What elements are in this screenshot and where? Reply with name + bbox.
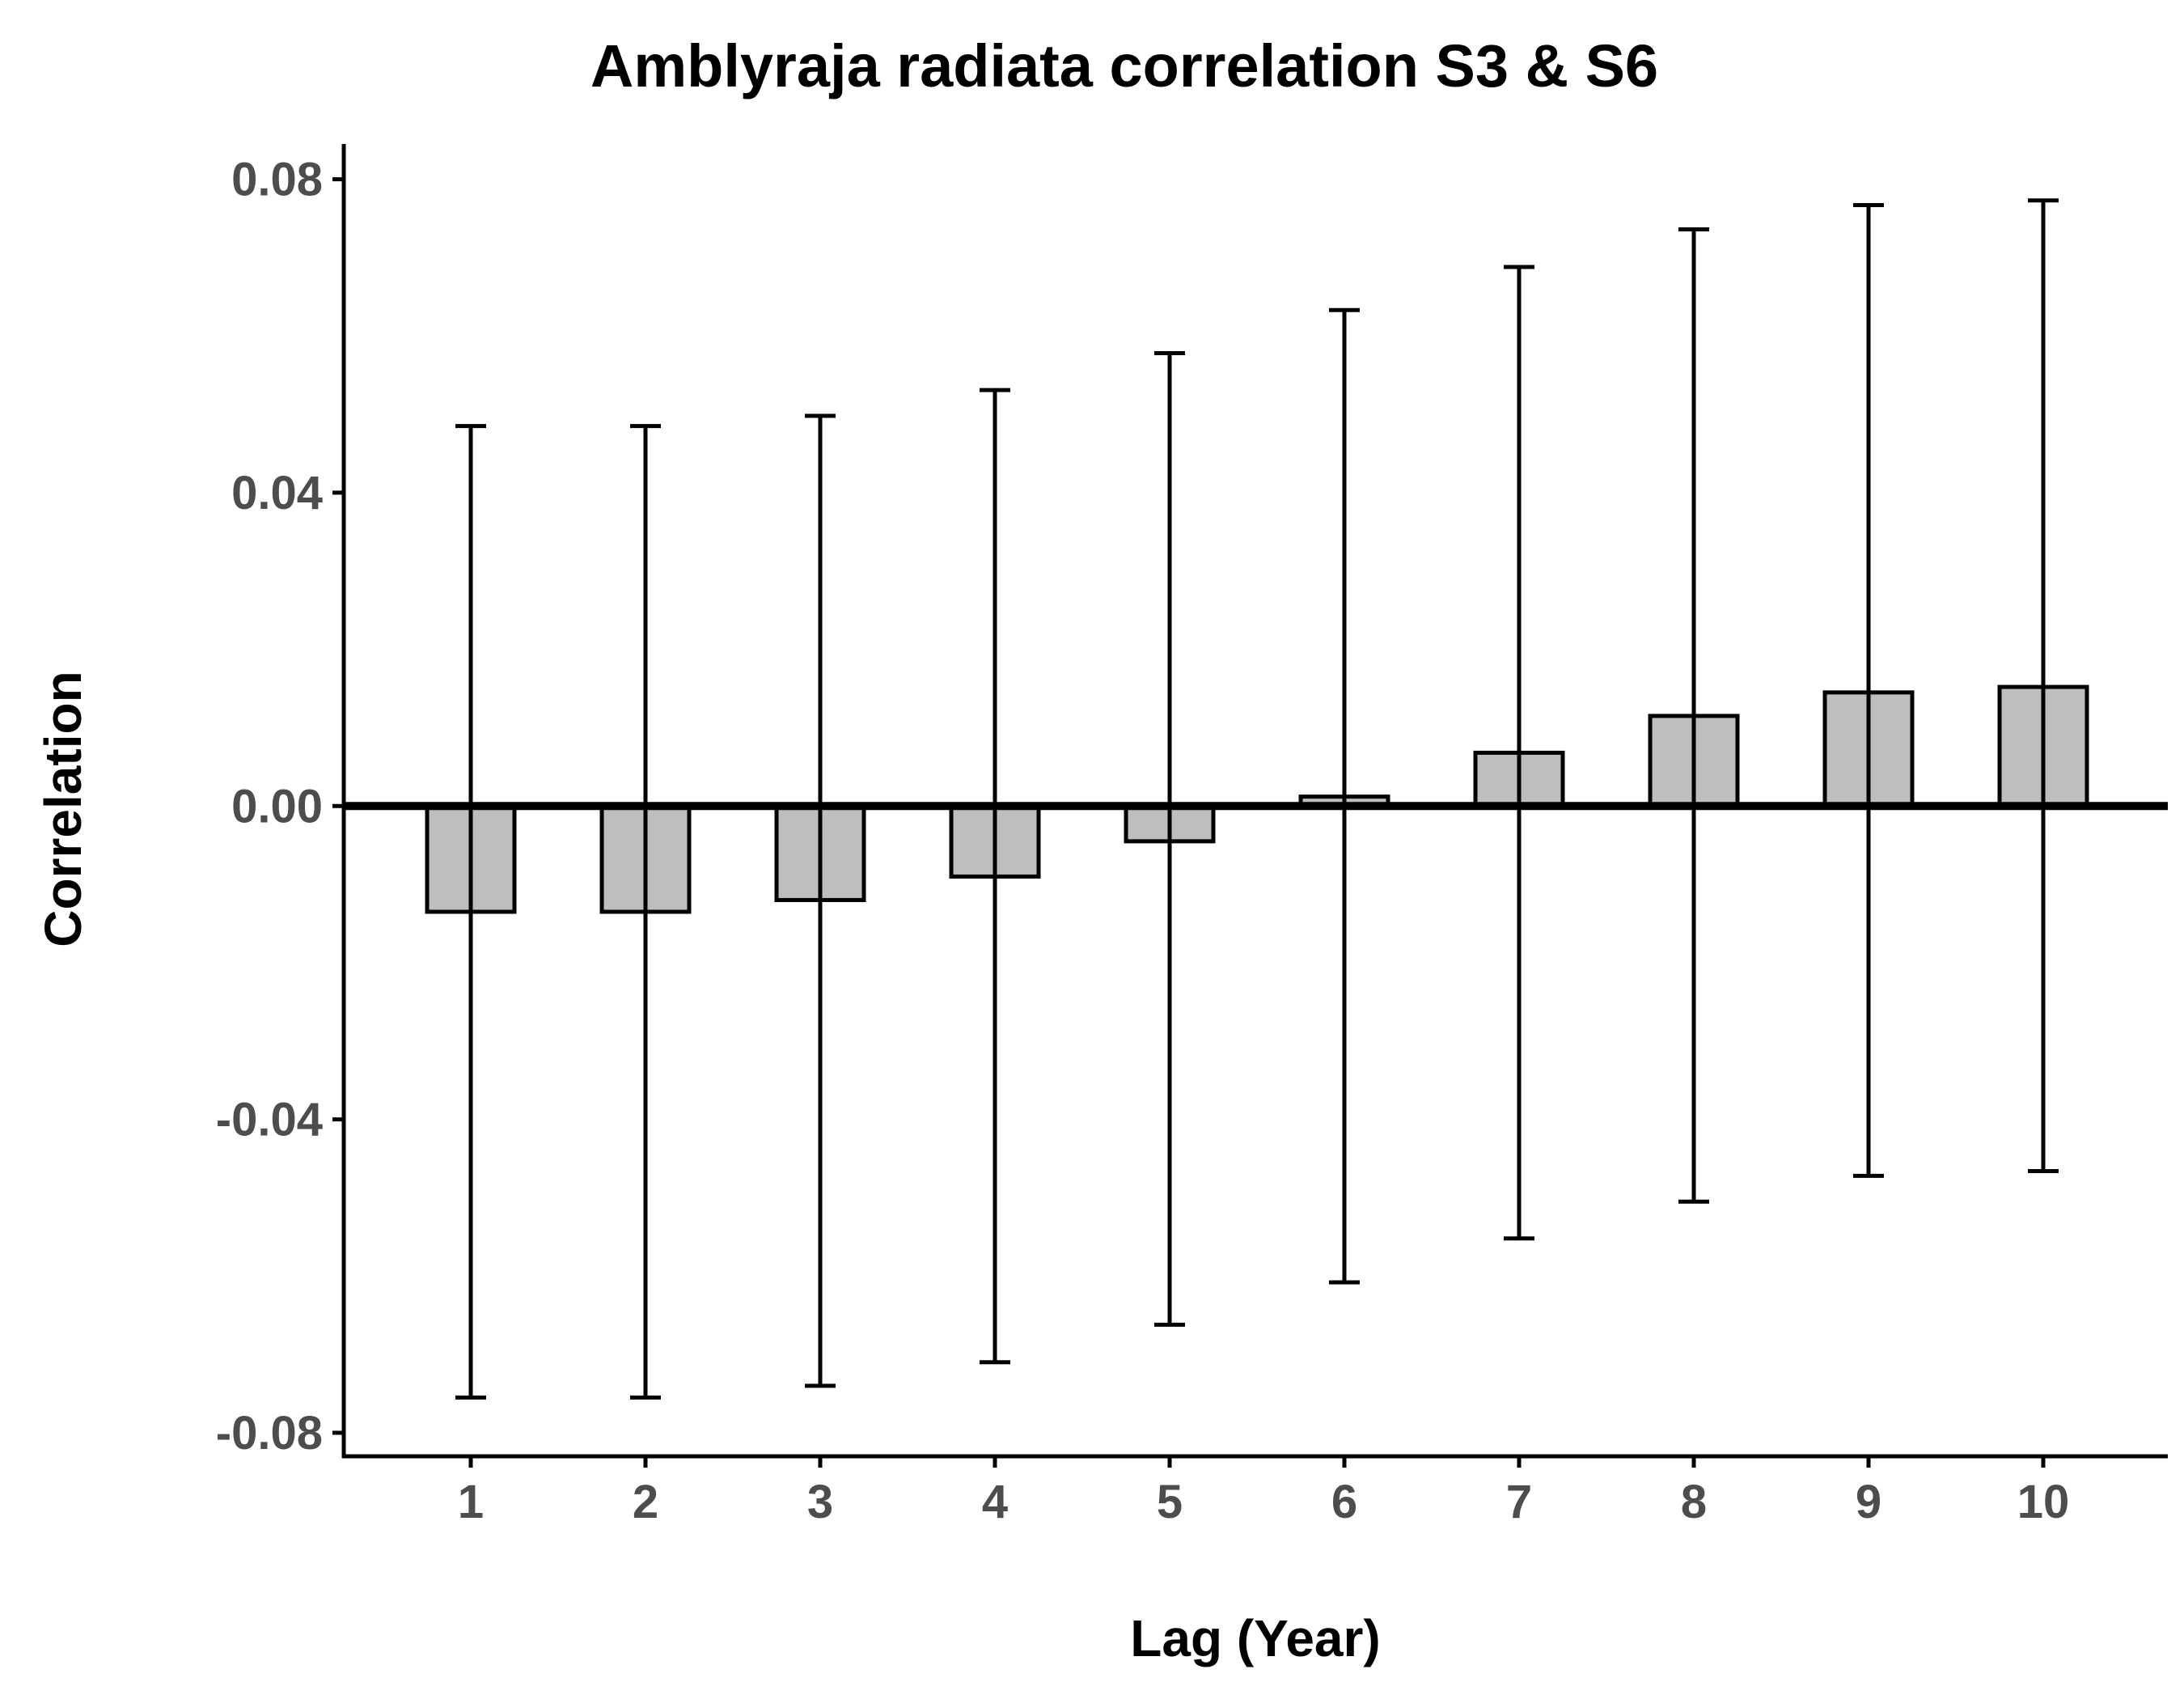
y-ticks-layer: -0.08 -0.04 0.00 0.04 0.08 — [216, 154, 344, 1460]
y-tick-label: -0.04 — [216, 1094, 323, 1146]
error-bar-lag-5 — [1154, 351, 1185, 1327]
error-bar-lag-10 — [2028, 198, 2059, 1174]
error-bar-lag-6 — [1329, 307, 1360, 1285]
x-axis-title: Lag (Year) — [1130, 1609, 1380, 1667]
y-axis-title: Correlation — [34, 671, 92, 947]
error-bar-lag-2 — [630, 424, 661, 1400]
x-tick-label: 2 — [633, 1476, 658, 1528]
error-bar-lag-8 — [1678, 227, 1709, 1204]
bars-layer — [425, 684, 2089, 914]
x-tick-label: 6 — [1331, 1476, 1357, 1528]
x-tick-label: 5 — [1157, 1476, 1183, 1528]
x-tick-label: 4 — [982, 1476, 1008, 1528]
x-tick-label: 8 — [1681, 1476, 1707, 1528]
error-bar-lag-4 — [980, 388, 1010, 1365]
x-tick-label: 9 — [1856, 1476, 1881, 1528]
y-tick-label: -0.08 — [216, 1407, 323, 1460]
error-bar-lag-3 — [805, 413, 836, 1388]
x-tick-label: 1 — [458, 1476, 484, 1528]
y-tick-label: 0.04 — [231, 467, 323, 519]
x-tick-label: 3 — [807, 1476, 833, 1528]
x-ticks-layer: 1 2 3 4 5 6 7 8 9 10 — [458, 1456, 2069, 1528]
error-bars-layer — [455, 198, 2059, 1400]
x-tick-label: 7 — [1506, 1476, 1532, 1528]
error-bar-lag-1 — [455, 424, 486, 1400]
error-bar-lag-9 — [1853, 203, 1884, 1178]
x-tick-label: 10 — [2017, 1476, 2070, 1528]
error-bar-lag-7 — [1504, 265, 1534, 1241]
chart-title: Amblyraja radiata correlation S3 & S6 — [590, 32, 1658, 100]
y-tick-label: 0.00 — [231, 780, 323, 833]
y-tick-label: 0.08 — [231, 154, 323, 206]
